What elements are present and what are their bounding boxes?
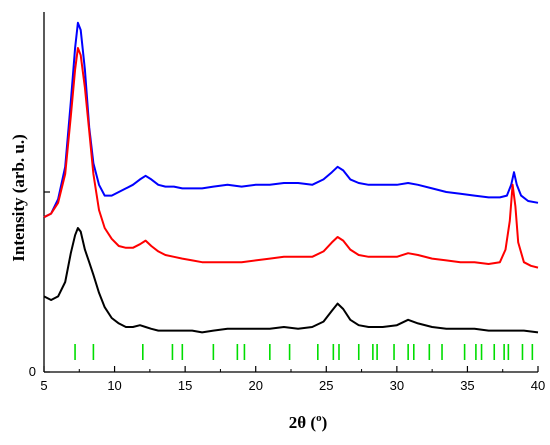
series-line-1: [43, 47, 539, 269]
x-tick-label-7: 40: [531, 378, 545, 393]
y-axis-label: Intensity (arb. u.): [9, 134, 28, 262]
x-tick-label-3: 20: [248, 378, 262, 393]
axis-ticks: 5 10 15 20 25 30 35 40 0: [29, 191, 545, 393]
x-tick-label-1: 10: [107, 378, 121, 393]
y-tick-label-0: 0: [29, 364, 36, 379]
x-axis-label-close: ): [322, 413, 328, 432]
series-lines: [43, 21, 539, 334]
x-tick-label-4: 25: [319, 378, 333, 393]
x-tick-label-6: 35: [460, 378, 474, 393]
x-axis-label-degree: o: [316, 412, 322, 424]
series-line-0: [43, 21, 539, 219]
reference-markers: [74, 344, 534, 360]
x-tick-label-5: 30: [390, 378, 404, 393]
series-line-2: [43, 227, 539, 334]
x-axis-label: 2θ (o): [289, 412, 327, 432]
x-tick-label-0: 5: [40, 378, 47, 393]
x-axis-label-main: 2θ (: [289, 413, 317, 432]
x-tick-label-2: 15: [178, 378, 192, 393]
